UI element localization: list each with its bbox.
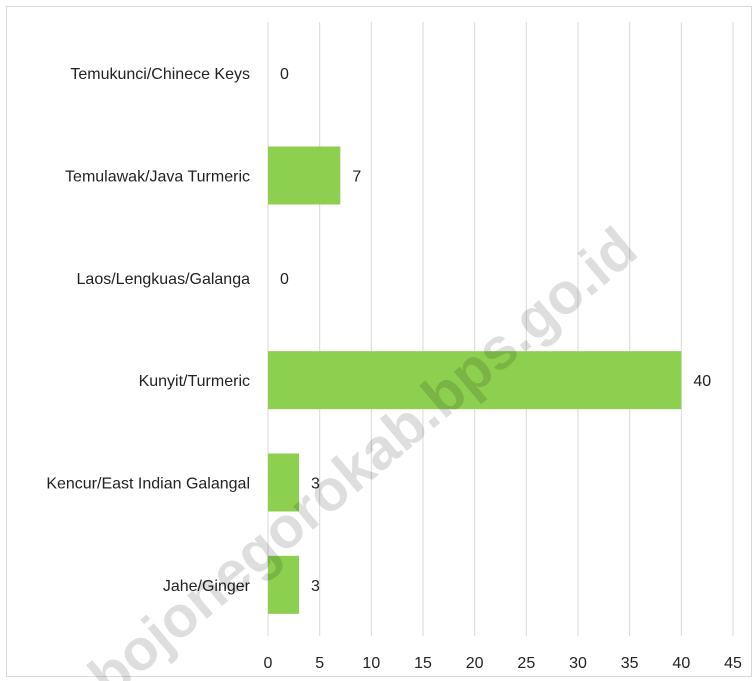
data-label: 3 bbox=[311, 476, 320, 493]
x-tick-label: 25 bbox=[517, 655, 535, 672]
x-tick-label: 15 bbox=[414, 655, 432, 672]
grid-layer bbox=[267, 22, 734, 636]
x-tick-label: 5 bbox=[315, 655, 324, 672]
data-label: 7 bbox=[352, 169, 361, 186]
category-label: Kencur/East Indian Galangal bbox=[46, 476, 250, 493]
labels-layer: Temukunci/Chinece Keys 0 Temulawak/Java Tu… bbox=[46, 66, 711, 595]
category-label: Jahe/Ginger bbox=[163, 578, 251, 595]
x-tick-label: 35 bbox=[621, 655, 639, 672]
x-tick-label: 40 bbox=[672, 655, 690, 672]
category-label: Temukunci/Chinece Keys bbox=[70, 66, 250, 83]
bar bbox=[268, 351, 682, 410]
x-tick-label: 10 bbox=[362, 655, 380, 672]
x-tick-label: 0 bbox=[264, 655, 273, 672]
category-label: Temulawak/Java Turmeric bbox=[65, 169, 250, 186]
x-tick-label: 45 bbox=[724, 655, 742, 672]
category-label: Laos/Lengkuas/Galanga bbox=[77, 271, 251, 288]
chart-frame bbox=[6, 6, 752, 677]
category-label: Kunyit/Turmeric bbox=[139, 373, 250, 390]
data-label: 40 bbox=[693, 373, 711, 390]
bar bbox=[268, 146, 341, 205]
x-tick-label: 30 bbox=[569, 655, 587, 672]
data-label: 0 bbox=[280, 66, 289, 83]
bars-layer bbox=[268, 146, 682, 614]
x-axis-ticks: 0 5 10 15 20 25 30 35 40 45 bbox=[264, 655, 742, 672]
bar bbox=[268, 453, 299, 512]
bar bbox=[268, 555, 299, 614]
x-tick-label: 20 bbox=[466, 655, 484, 672]
data-label: 3 bbox=[311, 578, 320, 595]
data-label: 0 bbox=[280, 271, 289, 288]
